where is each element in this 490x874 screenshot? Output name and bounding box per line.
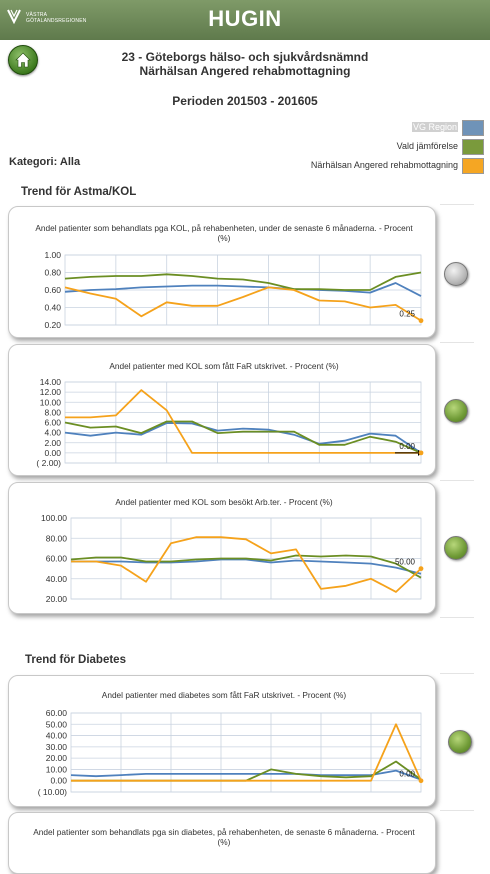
y-tick-label: 0.00 bbox=[50, 776, 67, 786]
chart-card-diabetes-behandlade[interactable]: Andel patienter som behandlats pga sin d… bbox=[8, 812, 436, 874]
chart-title: Andel patienter som behandlats pga sin d… bbox=[33, 827, 415, 847]
logo-text: VÄSTRA GÖTALANDSREGIONEN bbox=[26, 12, 87, 24]
app-title: HUGIN bbox=[208, 6, 282, 31]
chart-card-kol-far[interactable]: Andel patienter med KOL som fått FaR uts… bbox=[8, 344, 436, 476]
end-value-label: 50.00 bbox=[395, 558, 416, 567]
category-label: Kategori: Alla bbox=[9, 156, 81, 168]
chart-card-kol-behandlade[interactable]: Andel patienter som behandlats pga KOL, … bbox=[8, 206, 436, 338]
vgr-logo-icon bbox=[7, 9, 21, 25]
status-indicator-grey[interactable] bbox=[444, 262, 468, 286]
y-tick-label: 10.00 bbox=[40, 397, 62, 407]
y-tick-label: 4.00 bbox=[44, 428, 61, 438]
series-line bbox=[64, 282, 422, 297]
series-line bbox=[71, 536, 422, 593]
end-point-marker bbox=[418, 566, 424, 572]
y-tick-label: 1.00 bbox=[44, 250, 61, 260]
end-point-marker bbox=[418, 778, 424, 784]
end-value-label: 0.00 bbox=[399, 442, 415, 451]
series-line bbox=[64, 422, 422, 454]
separator bbox=[440, 204, 474, 205]
y-tick-label: 0.20 bbox=[44, 320, 61, 330]
separator bbox=[440, 342, 474, 343]
chart-kol-behandlade: 1.00 0.80 0.60 0.40 0.20 0.25 bbox=[44, 250, 424, 330]
series-line bbox=[70, 554, 422, 579]
legend-swatch bbox=[462, 158, 484, 174]
home-icon bbox=[15, 52, 31, 68]
period-label: Perioden 201503 - 201605 bbox=[172, 94, 318, 108]
y-tick-label: 2.00 bbox=[44, 438, 61, 448]
chart-title: Andel patienter med KOL som fått FaR uts… bbox=[109, 361, 339, 371]
chart-card-diabetes-far[interactable]: Andel patienter med diabetes som fått Fa… bbox=[8, 675, 436, 807]
y-tick-label: 0.00 bbox=[44, 448, 61, 458]
y-tick-label: 60.00 bbox=[46, 708, 68, 718]
y-tick-label: 0.80 bbox=[44, 268, 61, 278]
series-line bbox=[70, 769, 422, 781]
end-value-label: 0.00 bbox=[399, 770, 415, 779]
y-tick-label: 40.00 bbox=[46, 731, 68, 741]
series-line bbox=[64, 286, 422, 322]
logo-line-2: GÖTALANDSREGIONEN bbox=[26, 18, 87, 24]
legend-swatch bbox=[462, 120, 484, 136]
chart-title: Andel patienter som behandlats pga KOL, … bbox=[35, 223, 413, 243]
series-line bbox=[71, 760, 422, 782]
series-line bbox=[71, 558, 422, 575]
series-line bbox=[65, 389, 421, 454]
y-tick-label: 10.00 bbox=[46, 764, 68, 774]
legend-label: Vald jämförelse bbox=[396, 141, 458, 151]
status-indicator-green[interactable] bbox=[444, 536, 468, 560]
separator bbox=[440, 617, 474, 618]
separator bbox=[440, 480, 474, 481]
chart-title: Andel patienter med diabetes som fått Fa… bbox=[101, 690, 347, 700]
section-title-astma-kol: Trend för Astma/KOL bbox=[21, 186, 137, 198]
y-tick-label: 80.00 bbox=[46, 533, 68, 543]
y-tick-label: 0.40 bbox=[44, 303, 61, 313]
y-tick-label: 20.00 bbox=[46, 753, 68, 763]
y-tick-label: 60.00 bbox=[46, 554, 68, 564]
y-tick-label: 8.00 bbox=[44, 407, 61, 417]
y-tick-label: 100.00 bbox=[41, 513, 67, 523]
vgr-logo: VÄSTRA GÖTALANDSREGIONEN bbox=[6, 8, 86, 32]
org-line-2: Närhälsan Angered rehabmottagning bbox=[139, 64, 351, 78]
chart-title: Andel patienter med KOL som besökt Arb.t… bbox=[115, 497, 333, 507]
org-line-1: 23 - Göteborgs hälso- och sjukvårdsnämnd bbox=[121, 50, 369, 64]
series-line bbox=[64, 271, 422, 291]
legend-label: VG Region bbox=[411, 122, 458, 132]
y-tick-label: 12.00 bbox=[40, 387, 62, 397]
section-title-diabetes: Trend för Diabetes bbox=[25, 654, 126, 666]
y-tick-label: 0.60 bbox=[44, 285, 61, 295]
chart-kol-arbter: 100.00 80.00 60.00 40.00 20.00 50.00 bbox=[41, 513, 424, 604]
legend-label: Närhälsan Angered rehabmottagning bbox=[310, 160, 458, 170]
y-tick-label: 20.00 bbox=[46, 594, 68, 604]
chart-card-kol-arbter[interactable]: Andel patienter med KOL som besökt Arb.t… bbox=[8, 482, 436, 614]
separator bbox=[440, 810, 474, 811]
home-button[interactable] bbox=[8, 45, 38, 75]
legend-swatch bbox=[462, 139, 484, 155]
end-point-marker bbox=[418, 318, 424, 324]
y-tick-label: ( 2.00) bbox=[36, 458, 61, 468]
end-point-marker bbox=[418, 450, 424, 456]
status-indicator-green[interactable] bbox=[444, 399, 468, 423]
end-value-label: 0.25 bbox=[399, 310, 415, 319]
series-line bbox=[64, 420, 422, 454]
status-indicator-green[interactable] bbox=[448, 730, 472, 754]
y-tick-label: 14.00 bbox=[40, 377, 62, 387]
y-tick-label: 40.00 bbox=[46, 574, 68, 584]
logo-line-1: VÄSTRA bbox=[26, 12, 48, 18]
separator bbox=[440, 673, 474, 674]
y-tick-label: 30.00 bbox=[46, 742, 68, 752]
series-line bbox=[71, 723, 422, 782]
y-tick-label: 6.00 bbox=[44, 418, 61, 428]
app-header: VÄSTRA GÖTALANDSREGIONEN HUGIN bbox=[0, 0, 490, 40]
y-tick-label: ( 10.00) bbox=[38, 787, 67, 797]
y-tick-label: 50.00 bbox=[46, 719, 68, 729]
